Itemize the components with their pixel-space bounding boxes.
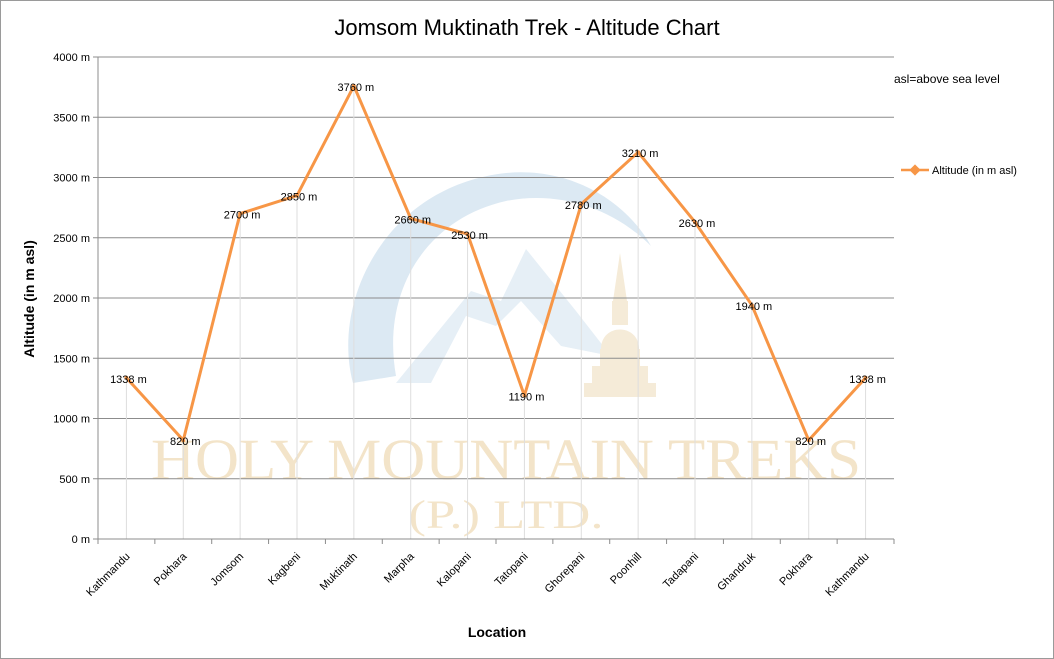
company-watermark: HOLY MOUNTAIN TREKS (P.) LTD. [151, 172, 861, 537]
data-label-6: 2530 m [451, 230, 488, 242]
legend-marker-icon [909, 164, 921, 176]
x-tick-label-11: Ghandruk [715, 550, 758, 593]
data-label-7: 1190 m [508, 392, 544, 404]
data-label-12: 820 m [795, 436, 826, 448]
x-tick-label-9: Poonhill [608, 551, 644, 587]
data-point-6 [465, 232, 470, 237]
data-point-1 [181, 438, 186, 443]
x-tick-label-0: Kathmandu [84, 551, 132, 599]
y-tick-label-2000: 2000 m [53, 293, 90, 305]
data-label-9: 3210 m [622, 148, 659, 160]
x-tick-label-6: Kalopani [435, 551, 474, 590]
data-label-13: 1338 m [849, 374, 886, 386]
data-label-3: 2850 m [281, 192, 318, 204]
x-tick-label-7: Tatopani [493, 551, 531, 589]
x-tick-label-10: Tadapani [661, 551, 701, 591]
data-label-2: 2700 m [224, 210, 261, 222]
y-axis-title: Altitude (in m asl) [21, 240, 37, 357]
data-point-5 [408, 216, 413, 221]
asl-note: asl=above sea level [894, 72, 1000, 86]
data-labels: 1338 m 820 m 2700 m 2850 m 3760 m 2660 m 2530 … [110, 82, 886, 448]
drop-lines [125, 85, 867, 539]
watermark-company-suffix: (P.) LTD. [409, 492, 604, 537]
gridlines [98, 56, 894, 480]
data-label-8: 2780 m [565, 200, 602, 212]
series-line [124, 84, 868, 442]
legend: Altitude (in m asl) [901, 164, 1017, 177]
x-tick-label-4: Muktinath [318, 551, 360, 593]
watermark-mountain-peaks [396, 249, 611, 383]
data-point-8 [579, 202, 584, 207]
y-tick-label-3500: 3500 m [53, 112, 90, 124]
y-tick-label-2500: 2500 m [53, 233, 90, 245]
data-point-11 [749, 303, 754, 308]
series-altitude [124, 83, 868, 443]
legend-label: Altitude (in m asl) [932, 165, 1017, 177]
data-point-12 [806, 438, 811, 443]
watermark-company-name: HOLY MOUNTAIN TREKS [151, 427, 861, 492]
data-point-4 [351, 83, 356, 88]
data-point-0 [124, 375, 129, 380]
data-point-10 [693, 220, 697, 225]
y-tick-label-1500: 1500 m [53, 353, 90, 365]
data-point-2 [238, 211, 243, 216]
data-label-0: 1338 m [110, 374, 147, 386]
data-label-11: 1940 m [736, 301, 773, 313]
y-tick-label-0: 0 m [72, 534, 90, 546]
data-point-3 [295, 193, 299, 198]
y-tick-label-4000: 4000 m [53, 52, 90, 64]
chart-title: Jomsom Muktinath Trek - Altitude Chart [334, 15, 719, 40]
y-axis-ticks: 0 m 500 m 1000 m 1500 m 2000 m 2500 m 3000 m 35… [53, 52, 98, 546]
data-label-1: 820 m [170, 436, 201, 448]
x-axis-title: Location [468, 624, 526, 640]
data-label-10: 2630 m [679, 218, 716, 230]
y-tick-label-500: 500 m [59, 474, 90, 486]
x-tick-label-13: Kathmandu [823, 551, 871, 599]
x-axis-ticks: Kathmandu Pokhara Jomsom Kagbeni Muktinath Ma… [84, 539, 895, 599]
y-tick-label-1000: 1000 m [53, 414, 90, 426]
data-label-5: 2660 m [394, 214, 431, 226]
x-tick-label-1: Pokhara [152, 550, 190, 588]
x-tick-label-5: Marpha [382, 550, 417, 585]
watermark-stupa-icon [584, 253, 656, 397]
watermark-mountain-swoosh [348, 172, 651, 383]
data-label-4: 3760 m [338, 82, 375, 94]
x-tick-label-12: Pokhara [777, 550, 815, 588]
data-point-9 [636, 150, 641, 155]
y-tick-label-3000: 3000 m [53, 173, 90, 185]
x-tick-label-2: Jomsom [208, 551, 246, 589]
x-tick-label-8: Ghorepani [543, 551, 588, 596]
data-point-13 [863, 375, 868, 380]
data-point-7 [522, 393, 527, 398]
x-tick-label-3: Kagbeni [266, 551, 303, 588]
